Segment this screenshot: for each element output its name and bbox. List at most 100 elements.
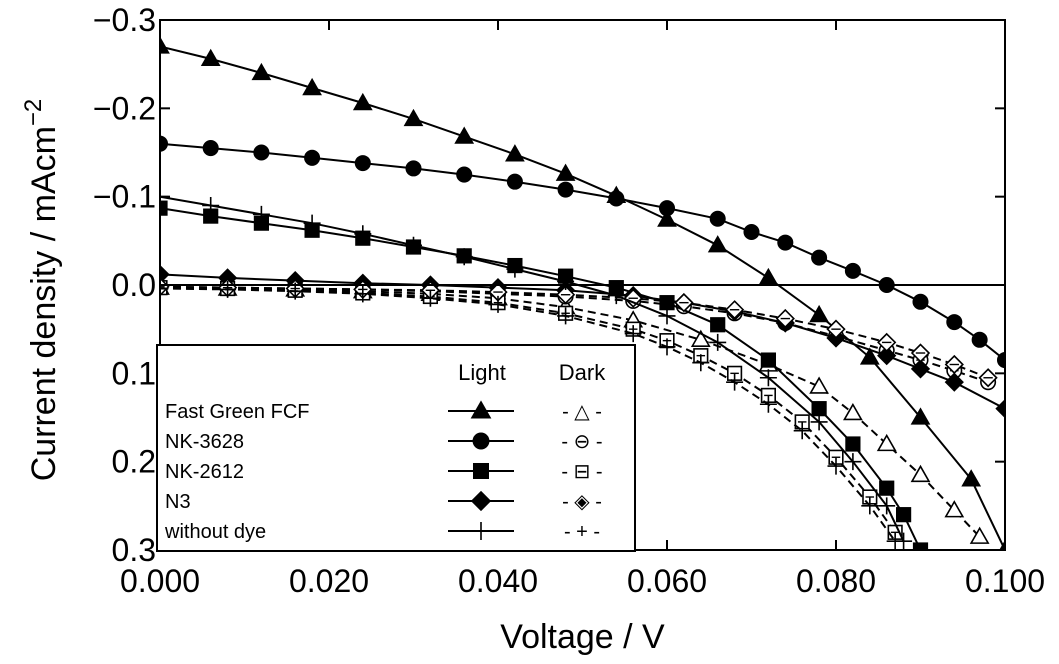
- data-point-circle: [946, 314, 963, 331]
- data-point-circle: [996, 352, 1005, 369]
- x-tick-label: 0.060: [627, 563, 707, 599]
- data-point-triangle: [859, 347, 880, 365]
- legend-entry: NK-3628 - ⊖ -: [165, 431, 603, 453]
- data-point-triangle: [843, 402, 863, 421]
- data-point-circle: [658, 200, 676, 217]
- series-nk-3628-light: [160, 135, 1005, 369]
- data-point-square: [710, 317, 726, 333]
- y-tick-label: −0.2: [93, 90, 156, 126]
- y-tick-label: 0.1: [112, 355, 156, 391]
- data-point-triangle: [707, 235, 728, 253]
- data-point-plus: [726, 373, 744, 391]
- legend-box: [156, 344, 636, 552]
- data-point-plus: [405, 236, 422, 254]
- series-line: [160, 286, 981, 538]
- data-point-plus: [658, 307, 676, 325]
- data-point-diamond: [160, 264, 170, 285]
- legend-label: NK-3628: [165, 431, 244, 453]
- y-tick-label: −0.3: [93, 2, 156, 38]
- data-point-diamond: [910, 359, 931, 379]
- data-point-circle: [811, 249, 828, 266]
- data-point-square: [879, 480, 895, 496]
- data-point-triangle: [555, 163, 576, 181]
- data-point-diamond: [470, 490, 492, 512]
- data-point-diamond: [944, 372, 964, 392]
- data-point-plus: [354, 225, 372, 243]
- data-point-triangle: [403, 108, 424, 127]
- legend-header-light: Light: [458, 360, 506, 385]
- data-point-triangle: [251, 62, 272, 81]
- data-point-plus: [472, 522, 490, 540]
- data-point-plus: [844, 453, 862, 471]
- data-point-circle: [912, 293, 929, 310]
- data-point-circle: [456, 166, 473, 183]
- data-point-triangle: [961, 469, 982, 487]
- data-point-triangle: [470, 400, 492, 419]
- x-axis-title: Voltage / V: [500, 618, 665, 656]
- x-tick-label: 0.020: [289, 563, 369, 599]
- data-point-plus: [354, 285, 372, 303]
- data-point-diamond: [877, 346, 897, 366]
- legend-entry: NK-2612 - ⊟ -: [165, 461, 603, 483]
- legend-label: N3: [165, 491, 191, 513]
- data-point-plus: [886, 532, 904, 550]
- data-point-plus: [303, 214, 321, 232]
- data-point-circle: [743, 223, 760, 241]
- data-point-plus: [421, 289, 439, 307]
- series-line: [160, 142, 1005, 361]
- data-point-plus: [624, 325, 642, 343]
- data-point-circle: [557, 181, 574, 198]
- data-point-plus: [827, 457, 845, 475]
- data-point-square: [472, 462, 489, 479]
- data-point-triangle: [809, 376, 829, 394]
- data-point-circle: [506, 173, 523, 190]
- legend-dark-symbol: - ⊟ -: [561, 461, 602, 483]
- legend-label: without dye: [164, 521, 266, 543]
- series-fast-green-fcf-light: [160, 36, 1005, 550]
- data-point-circle: [971, 331, 988, 348]
- data-point-circle: [253, 144, 270, 161]
- data-point-circle: [354, 155, 371, 172]
- x-tick-label: 0.000: [120, 563, 200, 599]
- data-point-triangle: [809, 304, 829, 323]
- y-axis-title-exponent: −2: [20, 99, 47, 126]
- legend-label: Fast Green FCF: [165, 401, 309, 423]
- x-tick-label: 0.040: [458, 563, 538, 599]
- data-point-circle: [304, 149, 321, 166]
- y-tick-label: 0.3: [112, 532, 156, 568]
- legend-header-dark: Dark: [559, 360, 606, 385]
- data-point-triangle: [910, 407, 931, 425]
- data-point-plus: [557, 307, 575, 325]
- data-point-circle: [608, 190, 625, 207]
- data-point-square: [845, 436, 861, 452]
- x-tick-label: 0.100: [965, 563, 1045, 599]
- data-point-plus: [160, 280, 169, 298]
- data-point-plus: [489, 295, 507, 313]
- data-point-plus: [810, 413, 828, 431]
- data-point-plus: [202, 197, 220, 214]
- y-axis-title-text: Current density / mAcm: [25, 126, 63, 481]
- data-point-circle: [160, 135, 169, 152]
- data-point-triangle: [910, 464, 931, 483]
- legend-entry: Fast Green FCF - △ -: [165, 400, 602, 423]
- data-point-triangle: [758, 267, 779, 286]
- series-line: [160, 285, 989, 379]
- data-point-circle: [472, 432, 490, 450]
- data-point-plus: [692, 354, 710, 372]
- data-point-square: [760, 352, 776, 368]
- data-point-square: [912, 542, 929, 550]
- data-point-square: [160, 200, 168, 216]
- data-point-plus: [793, 422, 811, 440]
- data-point-plus: [455, 248, 473, 266]
- data-point-plus: [252, 205, 270, 223]
- data-point-plus: [506, 260, 524, 278]
- ticks-layer: 0.000 0.020 0.040 0.060 0.080 0.100 −0.3 −0.2 −0…: [93, 2, 1045, 599]
- series-line: [160, 45, 1005, 550]
- legend-label: NK-2612: [165, 461, 244, 483]
- legend-entry: without dye - + -: [164, 521, 600, 543]
- data-point-diamond: [995, 399, 1005, 419]
- data-point-circle: [844, 262, 861, 279]
- legend-dark-symbol: - + -: [564, 521, 600, 543]
- data-point-plus: [759, 369, 777, 387]
- series-line: [160, 287, 896, 542]
